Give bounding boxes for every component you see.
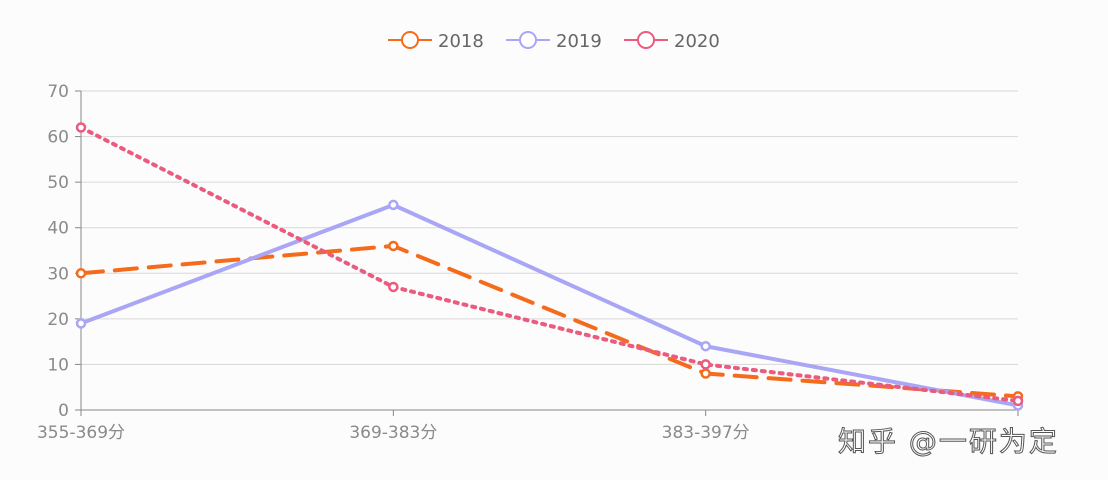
x-tick-label: 355-369分 xyxy=(37,423,125,443)
y-tick-label: 60 xyxy=(47,128,69,148)
data-point-2020 xyxy=(1012,395,1024,407)
series-line-2020 xyxy=(79,125,1020,403)
series-line-2018 xyxy=(79,243,1020,399)
data-point-2019 xyxy=(700,340,711,352)
watermark: 知乎 @一研为定 xyxy=(838,425,1059,459)
legend-marker-2019 xyxy=(519,31,537,49)
legend-label-2019: 2019 xyxy=(556,31,602,52)
y-tick-label: 10 xyxy=(47,355,69,375)
data-point-2018 xyxy=(388,240,399,252)
y-tick-label: 50 xyxy=(47,173,69,193)
y-tick-label: 0 xyxy=(58,401,69,421)
legend-marker-2018 xyxy=(401,31,419,49)
legend-label-2020: 2020 xyxy=(674,31,720,52)
y-tick-label: 40 xyxy=(47,219,69,239)
data-point-2019 xyxy=(388,199,399,211)
x-tick-label: 383-397分 xyxy=(662,423,750,443)
y-tick-label: 30 xyxy=(47,264,69,284)
data-point-2020 xyxy=(700,359,711,370)
data-point-2020 xyxy=(388,281,399,293)
y-tick-label: 70 xyxy=(47,82,69,102)
data-point-2020 xyxy=(75,122,87,133)
x-tick-label: 369-383分 xyxy=(349,423,437,443)
y-tick-label: 20 xyxy=(47,310,69,330)
data-point-2018 xyxy=(700,368,711,379)
data-point-2018 xyxy=(75,268,87,279)
data-point-2019 xyxy=(75,318,87,329)
legend-label-2018: 2018 xyxy=(438,31,484,52)
series-line-2019 xyxy=(79,202,1020,408)
legend-marker-2020 xyxy=(637,31,655,49)
